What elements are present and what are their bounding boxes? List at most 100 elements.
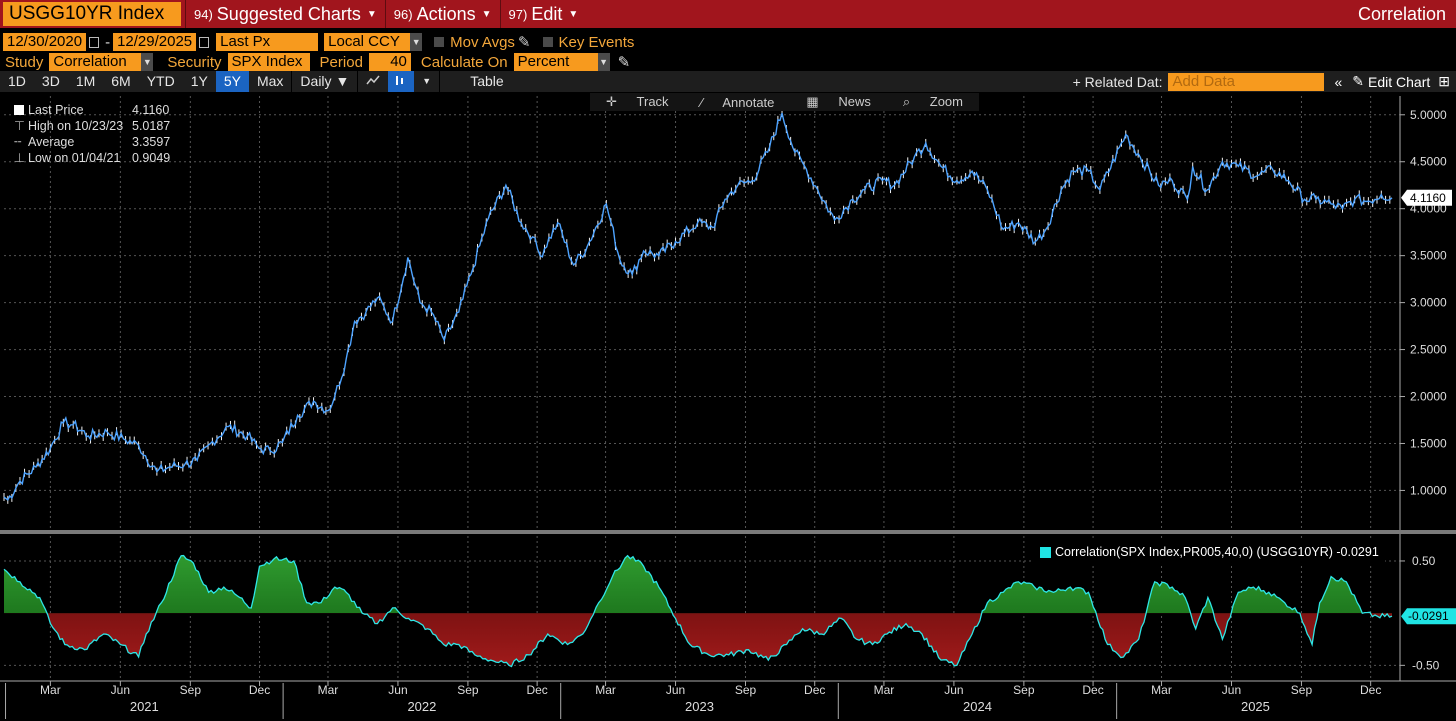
legend-swatch: [14, 105, 24, 115]
chart-axes: Mar Jun Sep Dec 2021 Mar Jun Sep Dec 2022 Mar Jun Se…: [0, 96, 1456, 719]
range-3d-button[interactable]: 3D: [41, 73, 60, 89]
range-5y-button[interactable]: 5Y: [215, 71, 249, 92]
window-title: Correlation: [1357, 3, 1446, 24]
line-chart-icon[interactable]: [358, 71, 388, 92]
actions-menu[interactable]: 96) Actions ▼: [384, 0, 500, 28]
correlation-line: [3, 554, 1393, 668]
legend-label: Average: [28, 135, 75, 149]
legend-row: ╌ Average 3.3597: [14, 134, 170, 150]
chevron-down-icon[interactable]: ▼: [597, 53, 610, 71]
last-price-tag: [1401, 189, 1452, 206]
date-separator: -: [105, 33, 111, 51]
low-marker-icon: ⊥: [14, 151, 25, 165]
caret-down-icon: ▼: [335, 73, 350, 89]
price-field-select[interactable]: Last Px: [216, 33, 319, 51]
x-tick-label: Sep: [457, 683, 479, 697]
chart-type-dropdown[interactable]: ▼: [422, 76, 432, 86]
x-tick-label: Mar: [595, 683, 616, 697]
edit-menu[interactable]: 97) Edit ▼: [499, 0, 587, 28]
news-icon: ▦: [806, 94, 819, 109]
grid-icon[interactable]: ⊞: [1438, 73, 1450, 89]
correlation-legend: Correlation(SPX Index,PR005,40,0) (USGG1…: [1034, 541, 1385, 563]
period-field[interactable]: 40: [368, 53, 411, 71]
x-tick-label: Mar: [874, 683, 895, 697]
add-data-input[interactable]: Add Data: [1168, 72, 1325, 91]
x-tick-label: Dec: [804, 683, 825, 697]
legend-label: Last Price: [28, 103, 84, 117]
range-1d-button[interactable]: 1D: [8, 73, 26, 89]
range-6m-button[interactable]: 6M: [111, 73, 131, 89]
calculate-on-select[interactable]: Percent: [513, 53, 598, 71]
collapse-icon[interactable]: «: [1334, 73, 1343, 90]
edit-chart-button[interactable]: Edit Chart: [1368, 73, 1431, 90]
menu-number: 97): [508, 6, 528, 22]
price-line: [3, 112, 1393, 501]
menu-label: Edit: [531, 3, 563, 24]
y-tick-label: 1.5000: [1410, 436, 1447, 450]
y-tick-label: 1.0000: [1410, 483, 1447, 497]
correlation-series: [3, 554, 1393, 668]
end-date-field[interactable]: 12/29/2025: [113, 33, 197, 51]
x-tick-label: Sep: [735, 683, 757, 697]
mov-avgs-label[interactable]: Mov Avgs: [450, 33, 515, 51]
correlation-legend-text: Correlation(SPX Index,PR005,40,0) (USGG1…: [1055, 545, 1379, 559]
key-events-label[interactable]: Key Events: [558, 33, 635, 51]
security-field[interactable]: SPX Index: [227, 53, 310, 71]
related-data-label: + Related Dat:: [1072, 73, 1163, 90]
legend-row: Last Price 4.1160: [14, 102, 170, 118]
chevron-down-icon[interactable]: ▼: [410, 33, 423, 51]
ticker-field[interactable]: USGG10YR Index: [3, 2, 181, 26]
legend-row: ⊥ Low on 01/04/21 0.9049: [14, 150, 170, 166]
bar-chart-icon[interactable]: [388, 71, 415, 92]
table-button[interactable]: Table: [470, 73, 504, 89]
range-max-button[interactable]: Max: [256, 73, 284, 89]
security-label: Security: [167, 53, 222, 71]
annotate-icon: ⁄: [700, 94, 703, 110]
suggested-charts-menu[interactable]: 94) Suggested Charts ▼: [185, 0, 385, 28]
legend-value: 4.1160: [132, 103, 170, 117]
y-tick-label: -0.50: [1412, 658, 1440, 672]
key-events-checkbox[interactable]: [542, 37, 553, 47]
x-tick-label: Sep: [180, 683, 202, 697]
range-1y-button[interactable]: 1Y: [190, 73, 208, 89]
last-correlation-tag: [1401, 608, 1456, 625]
range-1m-button[interactable]: 1M: [75, 73, 96, 89]
toolbar-divider: [291, 71, 293, 92]
y-tick-label: 4.5000: [1410, 155, 1447, 169]
calendar-icon[interactable]: [199, 36, 210, 48]
legend-key: ⊥ Low on 01/04/21: [14, 150, 132, 166]
x-tick-label: Jun: [111, 683, 130, 697]
legend-key: Last Price: [14, 102, 132, 118]
positive-correlation-area: [4, 555, 1392, 614]
legend-swatch: [1040, 546, 1051, 558]
x-tick-label: Dec: [1360, 683, 1381, 697]
calendar-icon[interactable]: [89, 36, 100, 48]
zoom-tool[interactable]: ⌕ Zoom: [887, 94, 979, 110]
start-date-field[interactable]: 12/30/2020: [3, 33, 87, 51]
legend-key: ⊤ High on 10/23/23: [14, 118, 132, 134]
chart-toolbar: 1D 3D 1M 6M YTD 1Y 5Y Max Daily ▼ ▼ Tabl…: [0, 71, 1456, 92]
date-row: 12/30/2020 - 12/29/2025 Last Px Local CC…: [0, 32, 634, 52]
frequency-select[interactable]: Daily ▼: [292, 71, 357, 92]
x-tick-label: Dec: [249, 683, 270, 697]
track-tool[interactable]: ✛ Track: [590, 94, 685, 110]
range-ytd-button[interactable]: YTD: [146, 73, 175, 89]
pencil-icon[interactable]: ✎: [617, 54, 631, 71]
study-label: Study: [5, 53, 44, 71]
pencil-icon[interactable]: ✎: [517, 34, 531, 51]
last-correlation-tag-label: -0.0291: [1408, 609, 1449, 623]
chart-tools-bar: ✛ Track ⁄ Annotate ▦ News ⌕ Zoom: [590, 93, 979, 111]
x-tick-label: Sep: [1013, 683, 1035, 697]
study-select[interactable]: Correlation: [49, 53, 142, 71]
menu-number: 96): [393, 6, 413, 22]
pencil-icon[interactable]: ✎: [1352, 73, 1365, 89]
price-chart[interactable]: Mar Jun Sep Dec 2021 Mar Jun Sep Dec 2022 Mar Jun Se…: [0, 92, 1456, 721]
annotate-tool[interactable]: ⁄ Annotate: [685, 95, 791, 110]
mov-avgs-checkbox[interactable]: [434, 37, 445, 47]
track-label: Track: [636, 94, 669, 109]
chevron-down-icon[interactable]: ▼: [141, 53, 154, 71]
currency-select[interactable]: Local CCY: [324, 33, 411, 51]
crosshair-icon: ✛: [606, 94, 617, 109]
y-tick-label: 5.0000: [1410, 108, 1447, 122]
news-tool[interactable]: ▦ News: [790, 94, 886, 110]
